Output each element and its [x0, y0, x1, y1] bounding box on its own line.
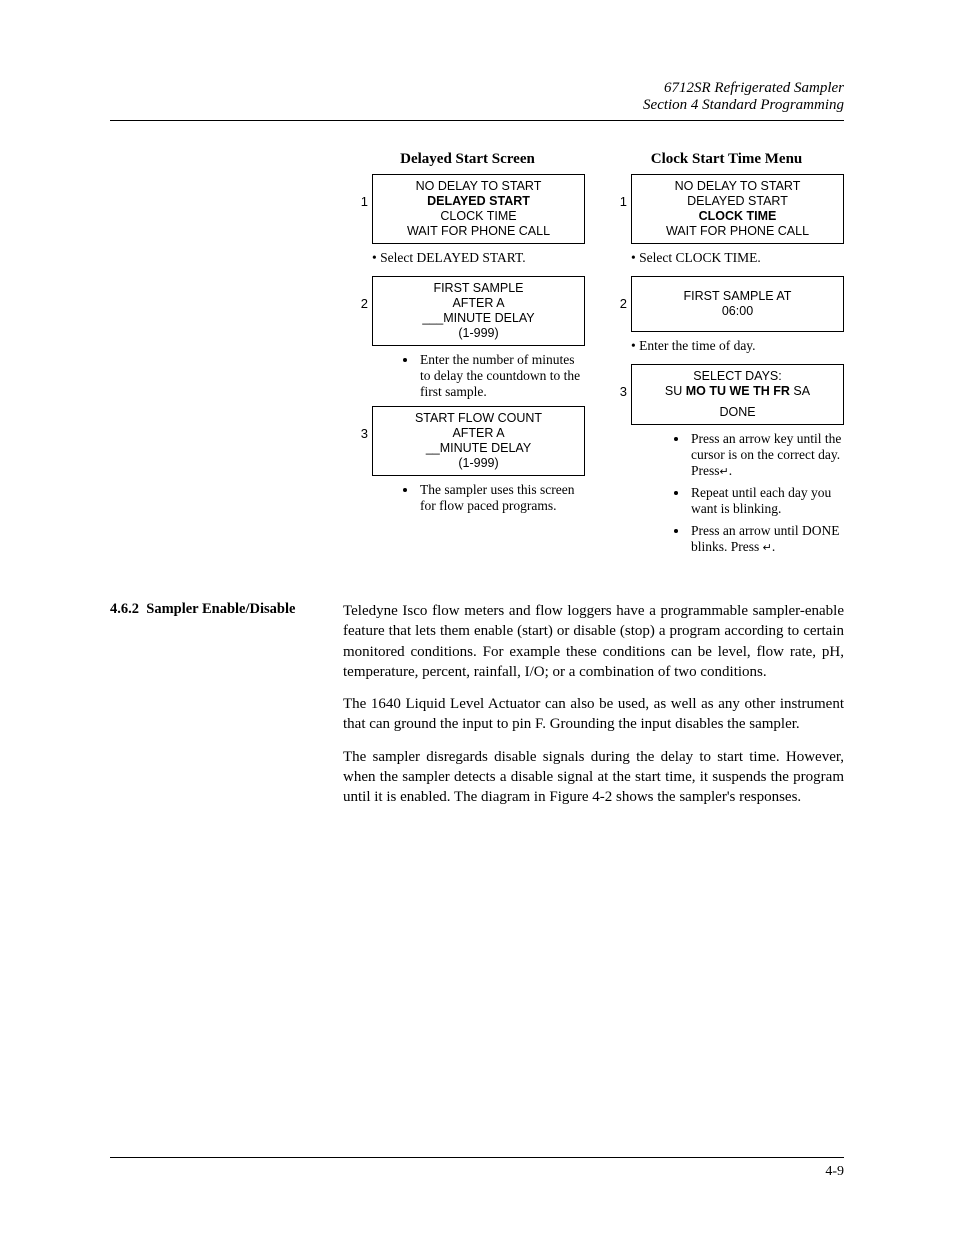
- enter-icon: ↵: [763, 542, 772, 554]
- screen-line: CLOCK TIME: [379, 209, 578, 224]
- instruction-text: • Select CLOCK TIME.: [631, 250, 844, 266]
- clock-start-column: Clock Start Time Menu 1 NO DELAY TO STAR…: [609, 151, 844, 561]
- body-paragraph: The 1640 Liquid Level Actuator can also …: [343, 694, 844, 735]
- section-4-6-2: 4.6.2 Sampler Enable/Disable Teledyne Is…: [110, 601, 844, 819]
- screen-number: 2: [350, 276, 368, 311]
- page-footer: 4-9: [110, 1149, 844, 1180]
- header-section: Section 4 Standard Programming: [110, 97, 844, 114]
- clock-start-title: Clock Start Time Menu: [609, 151, 844, 168]
- bullet-item: The sampler uses this screen for flow pa…: [418, 482, 585, 514]
- bullet-text-tail: .: [729, 463, 732, 478]
- bullet-item: Press an arrow until DONE blinks. Press …: [689, 523, 844, 555]
- days-pre: SU: [665, 384, 686, 398]
- screen-box: START FLOW COUNT AFTER A __MINUTE DELAY …: [372, 406, 585, 476]
- enter-icon: ↵: [720, 466, 729, 478]
- screen-line: AFTER A: [379, 296, 578, 311]
- screen-line: SELECT DAYS:: [638, 369, 837, 384]
- bullet-item: Repeat until each day you want is blinki…: [689, 485, 844, 517]
- section-number: 4.6.2: [110, 601, 139, 617]
- screen-box: NO DELAY TO START DELAYED START CLOCK TI…: [372, 174, 585, 244]
- delayed-start-column: Delayed Start Screen 1 NO DELAY TO START…: [350, 151, 585, 561]
- screen-line: FIRST SAMPLE: [379, 281, 578, 296]
- screen-number: 2: [609, 276, 627, 311]
- screen-line: (1-999): [379, 456, 578, 471]
- bullet-text: Press an arrow key until the cursor is o…: [691, 431, 841, 478]
- screen-number: 1: [609, 174, 627, 209]
- screen-line: DELAYED START: [638, 194, 837, 209]
- bullet-item: Enter the number of minutes to delay the…: [418, 352, 585, 400]
- screen-line: 06:00: [638, 304, 837, 319]
- screen-box: SELECT DAYS: SU MO TU WE TH FR SA DONE: [631, 364, 844, 425]
- body-paragraph: Teledyne Isco flow meters and flow logge…: [343, 601, 844, 682]
- bullet-text-tail: .: [772, 539, 775, 554]
- instruction-text: • Enter the time of day.: [631, 338, 844, 354]
- page-number: 4-9: [110, 1164, 844, 1180]
- screen-row: 1 NO DELAY TO START DELAYED START CLOCK …: [350, 174, 585, 244]
- screen-line: (1-999): [379, 326, 578, 341]
- page-header: 6712SR Refrigerated Sampler Section 4 St…: [110, 80, 844, 114]
- screen-line: NO DELAY TO START: [638, 179, 837, 194]
- section-title: Sampler Enable/Disable: [146, 601, 295, 617]
- screen-line-bold: CLOCK TIME: [638, 209, 837, 224]
- screen-line: WAIT FOR PHONE CALL: [379, 224, 578, 239]
- instruction-bullets: Enter the number of minutes to delay the…: [378, 352, 585, 400]
- delayed-start-title: Delayed Start Screen: [350, 151, 585, 168]
- screen-box: FIRST SAMPLE AT 06:00: [631, 276, 844, 332]
- section-heading: 4.6.2 Sampler Enable/Disable: [110, 601, 325, 819]
- page: 6712SR Refrigerated Sampler Section 4 St…: [0, 0, 954, 1235]
- screen-line: NO DELAY TO START: [379, 179, 578, 194]
- screen-row: 3 START FLOW COUNT AFTER A __MINUTE DELA…: [350, 406, 585, 476]
- screen-line: WAIT FOR PHONE CALL: [638, 224, 837, 239]
- screen-number: 3: [350, 406, 368, 441]
- section-body: Teledyne Isco flow meters and flow logge…: [343, 601, 844, 819]
- days-line: SU MO TU WE TH FR SA: [638, 384, 837, 399]
- screen-line: __MINUTE DELAY: [379, 441, 578, 456]
- header-rule: [110, 120, 844, 121]
- screen-row: 3 SELECT DAYS: SU MO TU WE TH FR SA DONE: [609, 364, 844, 425]
- screen-box: FIRST SAMPLE AFTER A ___MINUTE DELAY (1-…: [372, 276, 585, 346]
- screen-row: 1 NO DELAY TO START DELAYED START CLOCK …: [609, 174, 844, 244]
- days-selected: MO TU WE TH FR: [686, 384, 790, 398]
- header-product: 6712SR Refrigerated Sampler: [110, 80, 844, 97]
- screen-line: AFTER A: [379, 426, 578, 441]
- days-post: SA: [790, 384, 810, 398]
- screen-number: 3: [609, 364, 627, 399]
- screen-row: 2 FIRST SAMPLE AT 06:00: [609, 276, 844, 332]
- body-paragraph: The sampler disregards disable signals d…: [343, 747, 844, 808]
- screen-row: 2 FIRST SAMPLE AFTER A ___MINUTE DELAY (…: [350, 276, 585, 346]
- screen-line-bold: DELAYED START: [379, 194, 578, 209]
- instruction-bullets: Press an arrow key until the cursor is o…: [649, 431, 844, 555]
- instruction-bullets: The sampler uses this screen for flow pa…: [378, 482, 585, 514]
- footer-rule: [110, 1157, 844, 1158]
- screen-box: NO DELAY TO START DELAYED START CLOCK TI…: [631, 174, 844, 244]
- screen-number: 1: [350, 174, 368, 209]
- bullet-item: Press an arrow key until the cursor is o…: [689, 431, 844, 479]
- screen-line: ___MINUTE DELAY: [379, 311, 578, 326]
- screens-columns: Delayed Start Screen 1 NO DELAY TO START…: [350, 151, 844, 561]
- done-label: DONE: [638, 405, 837, 420]
- screen-line: FIRST SAMPLE AT: [638, 289, 837, 304]
- screen-line: START FLOW COUNT: [379, 411, 578, 426]
- instruction-text: • Select DELAYED START.: [372, 250, 585, 266]
